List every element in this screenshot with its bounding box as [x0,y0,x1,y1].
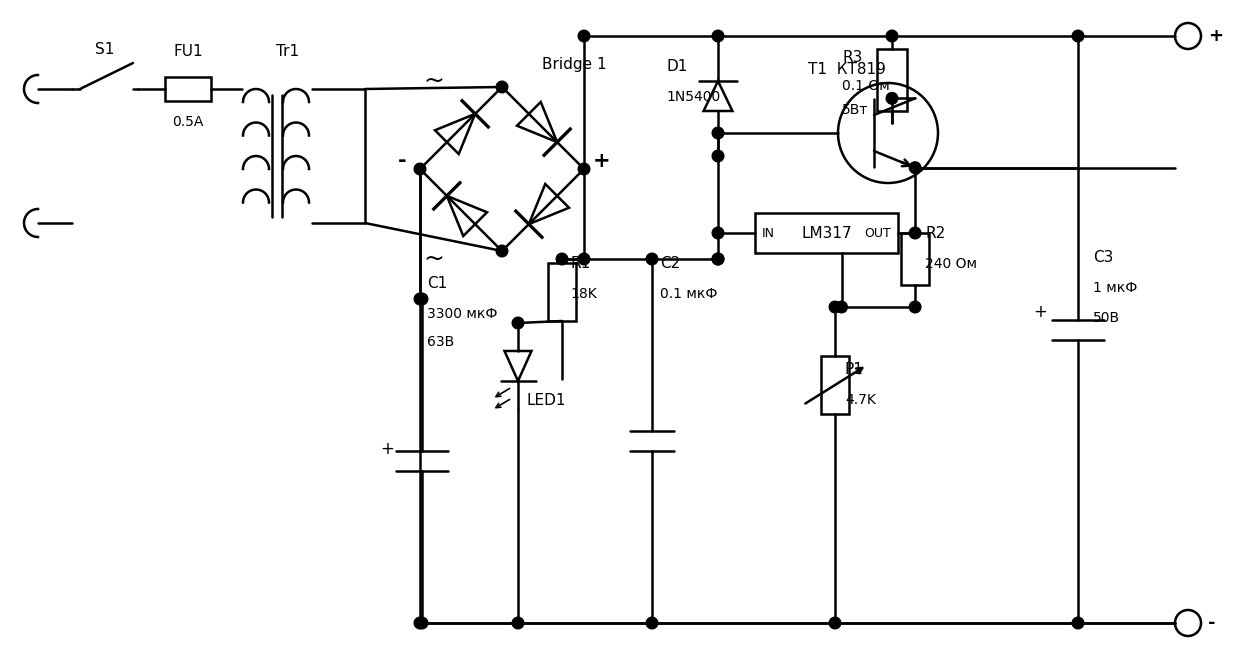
Text: IN: IN [762,227,774,239]
Text: 0.5A: 0.5A [172,115,204,129]
Circle shape [646,253,657,265]
Text: +: + [1208,27,1223,45]
Text: 240 Ом: 240 Ом [925,257,977,271]
Bar [876,49,908,111]
Circle shape [415,293,426,305]
Text: 1N5400: 1N5400 [666,90,721,104]
Text: C3: C3 [1093,249,1113,264]
Text: S1: S1 [96,42,115,57]
Circle shape [835,301,848,313]
Text: 5Вт: 5Вт [842,103,868,117]
Text: LM317: LM317 [802,225,852,241]
Text: 4.7K: 4.7K [845,393,876,407]
Text: R2: R2 [925,226,945,241]
Bar [820,356,849,414]
Circle shape [578,30,590,42]
Text: ~: ~ [423,69,444,93]
Circle shape [829,617,840,629]
Circle shape [512,617,524,629]
Bar [901,233,929,285]
Text: R3: R3 [842,50,863,65]
Circle shape [712,227,723,239]
Circle shape [712,253,723,265]
Text: FU1: FU1 [173,44,203,59]
Text: +: + [1033,303,1047,321]
Text: +: + [380,440,393,458]
Circle shape [416,293,428,305]
Text: T1  КТ819: T1 КТ819 [808,62,886,77]
Circle shape [497,81,508,93]
Text: Bridge 1: Bridge 1 [542,57,606,72]
Circle shape [909,162,921,173]
Text: 50В: 50В [1093,311,1120,325]
Circle shape [415,163,426,175]
Circle shape [557,253,568,265]
Text: D1: D1 [666,59,687,74]
Circle shape [829,301,840,313]
Text: 0.1 мкФ: 0.1 мкФ [660,287,717,301]
Text: ~: ~ [423,247,444,271]
Text: P1: P1 [845,362,864,377]
Text: C1: C1 [427,276,447,291]
Text: -: - [397,151,406,171]
Circle shape [909,301,921,313]
Text: 3300 мкФ: 3300 мкФ [427,307,498,321]
Circle shape [415,617,426,629]
Circle shape [712,150,723,162]
Circle shape [712,30,723,42]
Text: +: + [593,151,611,171]
Text: Tr1: Tr1 [276,44,300,59]
Text: LED1: LED1 [525,393,565,408]
Circle shape [712,127,723,139]
Text: OUT: OUT [864,227,891,239]
Text: 63В: 63В [427,335,454,349]
Circle shape [712,253,723,265]
Circle shape [578,163,590,175]
Circle shape [646,617,657,629]
Text: 1 мкФ: 1 мкФ [1093,280,1138,295]
Circle shape [578,253,590,265]
Bar [166,77,210,101]
Text: R1: R1 [570,256,590,271]
Text: C2: C2 [660,256,680,271]
Circle shape [512,317,524,329]
Bar [754,213,898,253]
Circle shape [497,245,508,257]
Bar [548,263,576,321]
Circle shape [886,30,898,42]
Circle shape [886,93,898,104]
Circle shape [1072,30,1084,42]
Circle shape [909,227,921,239]
Circle shape [416,617,428,629]
Circle shape [1072,617,1084,629]
Text: 0.1 Ом: 0.1 Ом [842,79,890,93]
Text: -: - [1208,614,1215,632]
Text: 18K: 18K [570,287,596,301]
